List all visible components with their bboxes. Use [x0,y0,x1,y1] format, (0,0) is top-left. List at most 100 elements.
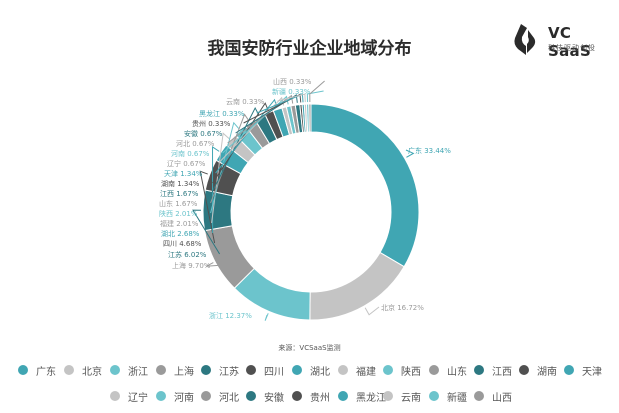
leader-line-新疆 [306,90,324,103]
slice-山西 [308,103,312,133]
leader-line-广东 [405,149,415,158]
legend-item-山东: 山东 [429,360,467,380]
legend-row: 广东 北京 浙江 上海 江苏 四川 湖北 福建 陕西 山东 江西 湖南 天津 [18,360,618,386]
legend-label: 福建 [356,366,376,378]
chart-legend: 广东 北京 浙江 上海 江苏 四川 湖北 福建 陕西 山东 江西 湖南 天津 辽宁 河南 河北 安徽 贵州 黑龙江… [18,360,618,412]
slice-label-北京: 北京 16.72% [381,303,424,312]
leader-line-上海 [205,262,224,267]
legend-item-四川: 四川 [246,360,284,380]
legend-label: 上海 [174,366,194,378]
slice-label-浙江: 浙江 12.37% [209,311,252,320]
legend-item-江西: 江西 [474,360,512,380]
legend-swatch [64,365,74,375]
leader-line-贵州 [243,93,302,124]
slice-label-福建: 福建 2.01% [160,219,199,228]
legend-label: 河北 [219,392,239,404]
legend-item-贵州: 贵州 [292,386,330,406]
legend-swatch [519,365,529,375]
chart-source: 来源：VCSaaS监测 [278,344,341,352]
slice-label-天津: 天津 1.34% [164,170,203,178]
slice-labels: 广东 33.44% 北京 16.72% 浙江 12.37% 上海 9.70% 江苏 6.… [159,77,451,320]
legend-label: 湖北 [310,366,330,378]
leader-line-河北 [227,94,294,144]
leader-line-江苏 [192,209,221,255]
legend-label: 天津 [582,366,602,378]
legend-label: 江苏 [219,366,239,378]
slice-label-黑龙江: 黑龙江 0.33% [199,109,245,118]
legend-swatch [338,365,348,375]
legend-swatch [246,365,256,375]
legend-item-浙江: 浙江 [110,360,148,380]
legend-item-辽宁: 辽宁 [110,386,148,406]
legend-swatch [18,365,28,375]
legend-swatch [292,365,302,375]
legend-swatch [429,365,439,375]
legend-label: 云南 [401,392,421,404]
brand-logo: VC SaaS 科技驱动创投 [512,20,612,60]
legend-swatch [474,391,484,401]
legend-item-江苏: 江苏 [201,360,239,380]
legend-label: 四川 [264,366,284,378]
legend-item-安徽: 安徽 [246,386,284,406]
legend-swatch [201,391,211,401]
slice-label-河北: 河北 0.67% [176,140,215,148]
leader-line-云南 [277,93,306,103]
legend-item-新疆: 新疆 [429,386,467,406]
legend-label: 新疆 [447,392,467,404]
legend-item-云南: 云南 [383,386,421,406]
legend-label: 辽宁 [128,392,148,404]
slice-广东 [310,103,420,268]
legend-row: 辽宁 河南 河北 安徽 贵州 黑龙江 云南 新疆 山西 [18,386,618,412]
legend-swatch [292,391,302,401]
legend-item-福建: 福建 [338,360,376,380]
legend-item-陕西: 陕西 [383,360,421,380]
legend-item-上海: 上海 [156,360,194,380]
slice-label-新疆: 新疆 0.33% [272,87,311,96]
legend-item-湖北: 湖北 [292,360,330,380]
legend-item-黑龙江: 黑龙江 [338,386,386,406]
legend-label: 浙江 [128,366,148,378]
slice-label-陕西: 陕西 2.01% [159,209,198,218]
legend-label: 山东 [447,366,467,378]
legend-item-河南: 河南 [156,386,194,406]
legend-label: 陕西 [401,366,421,378]
slice-江苏 [202,189,234,232]
legend-item-河北: 河北 [201,386,239,406]
legend-swatch [156,365,166,375]
legend-swatch [246,391,256,401]
legend-swatch [110,365,120,375]
legend-label: 湖南 [537,366,557,378]
slice-label-辽宁: 辽宁 0.67% [167,159,206,168]
slice-label-贵州: 贵州 0.33% [192,119,231,128]
chart-title: 我国安防行业企业地域分布 [207,39,412,59]
legend-swatch [156,391,166,401]
slice-label-山东: 山东 1.67% [159,199,198,208]
legend-item-山西: 山西 [474,386,512,406]
legend-swatch [474,365,484,375]
legend-swatch [338,391,348,401]
donut-slices [202,103,420,321]
legend-swatch [110,391,120,401]
legend-item-湖南: 湖南 [519,360,557,380]
leader-line-北京 [364,306,380,316]
leader-line-四川 [199,170,216,244]
legend-item-广东: 广东 [18,360,56,380]
legend-label: 安徽 [264,392,284,404]
legend-label: 北京 [82,366,102,378]
slice-label-江苏: 江苏 6.02% [168,250,207,259]
legend-swatch [564,365,574,375]
leader-line-山西 [309,80,325,103]
brand-name: VC SaaS [548,24,592,60]
slice-label-安徽: 安徽 0.67% [184,129,223,138]
slice-label-上海: 上海 9.70% [172,261,211,270]
leader-line-安徽 [235,94,298,134]
legend-label: 贵州 [310,392,330,404]
leader-line-河南 [222,95,289,154]
slice-label-河南: 河南 0.67% [171,149,210,158]
leader-line-浙江 [264,313,269,321]
slice-label-广东: 广东 33.44% [408,146,451,155]
leader-lines [192,80,415,321]
slice-label-云南: 云南 0.33% [226,97,265,106]
slice-label-湖北: 湖北 2.68% [161,229,200,238]
